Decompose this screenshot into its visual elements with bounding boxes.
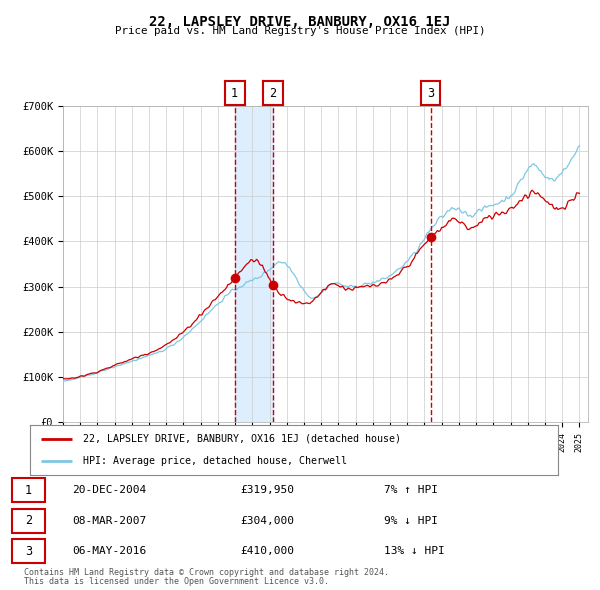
Text: 06-MAY-2016: 06-MAY-2016 (72, 546, 146, 556)
Text: 3: 3 (25, 545, 32, 558)
Text: 22, LAPSLEY DRIVE, BANBURY, OX16 1EJ (detached house): 22, LAPSLEY DRIVE, BANBURY, OX16 1EJ (de… (83, 434, 401, 444)
Text: 2: 2 (269, 87, 276, 100)
Text: 7% ↑ HPI: 7% ↑ HPI (384, 485, 438, 495)
FancyBboxPatch shape (12, 539, 45, 563)
Text: 20-DEC-2004: 20-DEC-2004 (72, 485, 146, 495)
FancyBboxPatch shape (12, 509, 45, 533)
Text: HPI: Average price, detached house, Cherwell: HPI: Average price, detached house, Cher… (83, 456, 347, 466)
Text: Price paid vs. HM Land Registry's House Price Index (HPI): Price paid vs. HM Land Registry's House … (115, 26, 485, 36)
Text: 1: 1 (25, 484, 32, 497)
Text: 9% ↓ HPI: 9% ↓ HPI (384, 516, 438, 526)
Text: This data is licensed under the Open Government Licence v3.0.: This data is licensed under the Open Gov… (24, 577, 329, 586)
FancyBboxPatch shape (12, 478, 45, 502)
Text: 08-MAR-2007: 08-MAR-2007 (72, 516, 146, 526)
Text: 1: 1 (231, 87, 238, 100)
Text: 22, LAPSLEY DRIVE, BANBURY, OX16 1EJ: 22, LAPSLEY DRIVE, BANBURY, OX16 1EJ (149, 15, 451, 29)
Text: £304,000: £304,000 (240, 516, 294, 526)
Text: 13% ↓ HPI: 13% ↓ HPI (384, 546, 445, 556)
Text: £410,000: £410,000 (240, 546, 294, 556)
Text: 2: 2 (25, 514, 32, 527)
Text: Contains HM Land Registry data © Crown copyright and database right 2024.: Contains HM Land Registry data © Crown c… (24, 568, 389, 576)
Text: £319,950: £319,950 (240, 485, 294, 495)
Text: 3: 3 (427, 87, 434, 100)
Bar (235, 106, 272, 422)
